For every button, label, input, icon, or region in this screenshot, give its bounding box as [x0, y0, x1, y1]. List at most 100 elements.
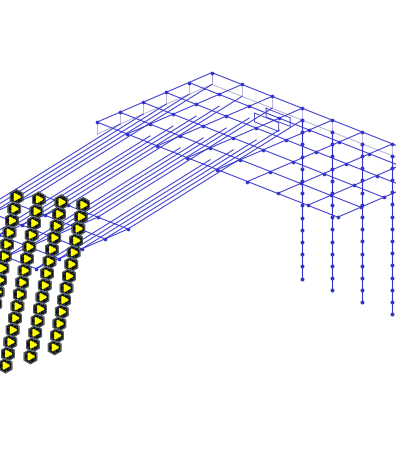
Polygon shape [60, 281, 73, 295]
Polygon shape [0, 261, 9, 275]
Polygon shape [25, 255, 31, 262]
Polygon shape [16, 275, 29, 290]
Polygon shape [0, 285, 4, 299]
Polygon shape [0, 359, 12, 373]
Polygon shape [6, 323, 19, 337]
Polygon shape [6, 213, 18, 228]
Polygon shape [10, 190, 23, 204]
Polygon shape [50, 219, 63, 233]
Polygon shape [55, 195, 68, 209]
Polygon shape [8, 339, 14, 345]
Polygon shape [50, 246, 56, 253]
Polygon shape [57, 320, 63, 327]
Polygon shape [8, 202, 21, 216]
Polygon shape [24, 349, 37, 364]
Polygon shape [55, 222, 61, 229]
Polygon shape [55, 304, 68, 319]
Polygon shape [21, 252, 33, 266]
Polygon shape [11, 299, 24, 313]
Polygon shape [65, 257, 78, 271]
Polygon shape [30, 204, 43, 219]
Polygon shape [28, 216, 40, 230]
Polygon shape [67, 245, 80, 260]
Polygon shape [53, 207, 65, 221]
Polygon shape [13, 315, 19, 322]
Polygon shape [55, 332, 61, 339]
Polygon shape [1, 237, 13, 252]
Polygon shape [72, 221, 85, 236]
Polygon shape [76, 225, 82, 232]
Polygon shape [40, 294, 46, 301]
Polygon shape [81, 201, 87, 208]
Polygon shape [2, 346, 14, 361]
Polygon shape [37, 196, 43, 203]
Polygon shape [31, 341, 37, 348]
Polygon shape [0, 265, 6, 272]
Polygon shape [29, 326, 42, 340]
Polygon shape [4, 335, 17, 349]
Polygon shape [0, 249, 11, 263]
Polygon shape [27, 243, 33, 250]
Polygon shape [6, 350, 12, 357]
Polygon shape [31, 314, 44, 328]
Polygon shape [12, 206, 18, 212]
Polygon shape [45, 270, 51, 277]
Polygon shape [36, 317, 42, 324]
Polygon shape [67, 273, 73, 280]
Polygon shape [41, 266, 53, 280]
Polygon shape [34, 208, 40, 215]
Polygon shape [72, 249, 78, 256]
Polygon shape [0, 297, 2, 311]
Polygon shape [18, 263, 31, 278]
Polygon shape [79, 213, 85, 220]
Polygon shape [77, 198, 89, 212]
Polygon shape [30, 231, 36, 238]
Polygon shape [36, 290, 49, 304]
Polygon shape [74, 237, 80, 244]
Polygon shape [3, 253, 9, 260]
Polygon shape [10, 217, 16, 224]
Polygon shape [43, 255, 56, 268]
Polygon shape [51, 328, 63, 343]
Polygon shape [3, 225, 16, 240]
Polygon shape [18, 291, 24, 298]
Polygon shape [8, 229, 13, 236]
Polygon shape [69, 261, 75, 267]
Polygon shape [52, 234, 58, 241]
Polygon shape [32, 219, 38, 226]
Polygon shape [74, 210, 87, 224]
Polygon shape [53, 344, 59, 351]
Polygon shape [27, 338, 39, 352]
Polygon shape [34, 302, 46, 316]
Polygon shape [4, 362, 10, 369]
Polygon shape [33, 329, 39, 336]
Polygon shape [15, 303, 21, 310]
Polygon shape [25, 228, 38, 242]
Polygon shape [0, 277, 4, 284]
Polygon shape [20, 279, 26, 286]
Polygon shape [60, 308, 66, 315]
Polygon shape [62, 297, 68, 304]
Polygon shape [29, 353, 34, 360]
Polygon shape [32, 192, 45, 207]
Polygon shape [0, 273, 6, 287]
Polygon shape [53, 316, 66, 331]
Polygon shape [38, 305, 44, 312]
Polygon shape [13, 287, 26, 302]
Polygon shape [43, 282, 49, 289]
Polygon shape [63, 269, 75, 283]
Polygon shape [70, 233, 82, 248]
Polygon shape [48, 340, 61, 354]
Polygon shape [11, 327, 17, 334]
Polygon shape [0, 289, 2, 295]
Polygon shape [46, 243, 58, 257]
Polygon shape [23, 267, 29, 274]
Polygon shape [59, 199, 65, 206]
Polygon shape [65, 285, 70, 292]
Polygon shape [58, 293, 70, 307]
Polygon shape [48, 258, 53, 265]
Polygon shape [57, 211, 63, 218]
Polygon shape [15, 194, 21, 201]
Polygon shape [5, 241, 11, 248]
Polygon shape [48, 231, 61, 245]
